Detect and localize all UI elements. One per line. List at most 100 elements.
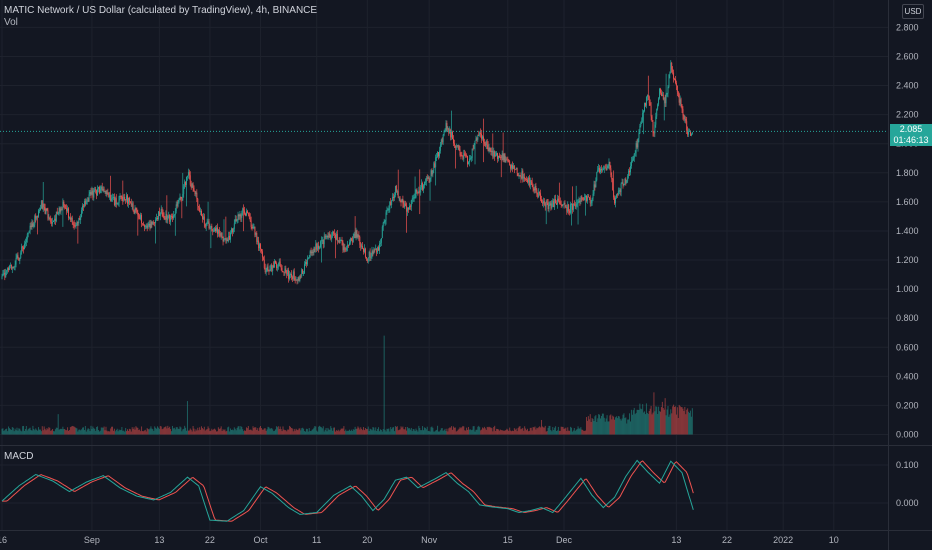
- volume-bar: [18, 428, 20, 435]
- macd-label[interactable]: MACD: [4, 451, 34, 462]
- candle-body: [318, 245, 320, 249]
- candle-body: [487, 145, 489, 152]
- candle-body: [151, 221, 153, 225]
- candle-body: [286, 273, 288, 275]
- volume-bar: [36, 429, 38, 435]
- volume-bar: [152, 429, 154, 435]
- candle-body: [135, 208, 137, 211]
- volume-bar: [294, 430, 296, 435]
- volume-bar: [224, 429, 226, 435]
- candle-body: [144, 226, 146, 227]
- volume-bar: [622, 414, 624, 435]
- candle-body: [491, 150, 493, 153]
- candle-body: [313, 248, 315, 253]
- candle-body: [631, 160, 633, 162]
- candle-body: [66, 208, 68, 212]
- volume-bar: [652, 412, 654, 435]
- candle-body: [624, 178, 626, 184]
- candle-body: [104, 191, 106, 192]
- candle-body: [129, 201, 131, 203]
- volume-bar: [434, 431, 436, 435]
- volume-bar: [160, 426, 162, 435]
- volume-bar: [180, 427, 182, 435]
- volume-bar: [536, 427, 538, 435]
- candle-body: [386, 209, 388, 213]
- volume-bar: [129, 429, 131, 435]
- volume-bar: [537, 428, 539, 435]
- volume-bar: [173, 427, 175, 435]
- volume-bar: [185, 427, 187, 435]
- candle-body: [344, 247, 346, 249]
- volume-bar: [444, 428, 446, 435]
- candle-body: [555, 199, 557, 204]
- volume-bar: [120, 429, 122, 435]
- volume-bar: [33, 429, 35, 435]
- volume-bar: [194, 431, 196, 435]
- candle-body: [14, 264, 16, 268]
- candle-body: [408, 207, 409, 210]
- volume-bar: [637, 409, 639, 435]
- volume-bar: [231, 429, 233, 435]
- candle-body: [689, 130, 690, 132]
- volume-bar: [38, 429, 40, 435]
- currency-badge[interactable]: USD: [902, 4, 924, 19]
- volume-bar: [512, 431, 514, 435]
- volume-bar: [590, 422, 592, 435]
- volume-bar: [649, 408, 651, 435]
- volume-bar: [45, 430, 47, 435]
- candle-body: [237, 214, 239, 220]
- volume-bar: [524, 426, 526, 435]
- candle-body: [229, 235, 231, 240]
- volume-bar: [639, 403, 641, 435]
- volume-bar: [79, 429, 81, 435]
- candle-body: [1, 276, 3, 279]
- volume-bar: [386, 428, 388, 435]
- symbol-title[interactable]: MATIC Network / US Dollar (calculated by…: [4, 5, 318, 16]
- candle-body: [670, 62, 672, 73]
- last-price-tag: 2.085 01:46:13: [890, 124, 932, 146]
- candle-body: [626, 180, 628, 183]
- candle-body: [330, 237, 332, 240]
- volume-bar: [269, 428, 271, 435]
- volume-bar: [291, 428, 293, 435]
- candle-body: [108, 192, 110, 198]
- candle-body: [627, 176, 629, 181]
- volume-bar: [12, 427, 14, 435]
- candle-body: [58, 207, 60, 214]
- candle-body: [640, 122, 642, 126]
- candle-body: [142, 223, 143, 225]
- candle-body: [174, 211, 176, 215]
- candle-body: [363, 248, 365, 252]
- volume-bar: [25, 426, 27, 435]
- candle-body: [3, 272, 5, 275]
- candle-body: [109, 194, 111, 198]
- candle-body: [534, 186, 536, 191]
- candle-body: [39, 208, 41, 211]
- volume-label[interactable]: Vol: [4, 17, 18, 28]
- volume-bar: [556, 431, 558, 435]
- candle-body: [37, 216, 39, 218]
- volume-bar: [492, 431, 494, 435]
- candle-body: [244, 210, 246, 214]
- candle-body: [163, 216, 165, 219]
- candle-body: [301, 269, 303, 277]
- volume-bar: [618, 416, 620, 435]
- volume-bar: [124, 431, 126, 435]
- volume-bar: [284, 430, 286, 435]
- volume-bar: [531, 430, 533, 435]
- volume-bar: [615, 416, 617, 435]
- volume-bar: [324, 429, 326, 435]
- candle-body: [643, 111, 645, 113]
- volume-bar: [522, 427, 524, 435]
- candle-body: [273, 265, 275, 268]
- candle-body: [596, 172, 598, 181]
- volume-bar: [177, 428, 179, 435]
- candle-body: [552, 200, 554, 204]
- candle-body: [22, 246, 24, 248]
- volume-bar: [582, 429, 584, 435]
- volume-bar: [9, 429, 11, 435]
- volume-bar: [98, 431, 100, 435]
- candle-body: [297, 277, 299, 281]
- volume-bar: [197, 427, 199, 435]
